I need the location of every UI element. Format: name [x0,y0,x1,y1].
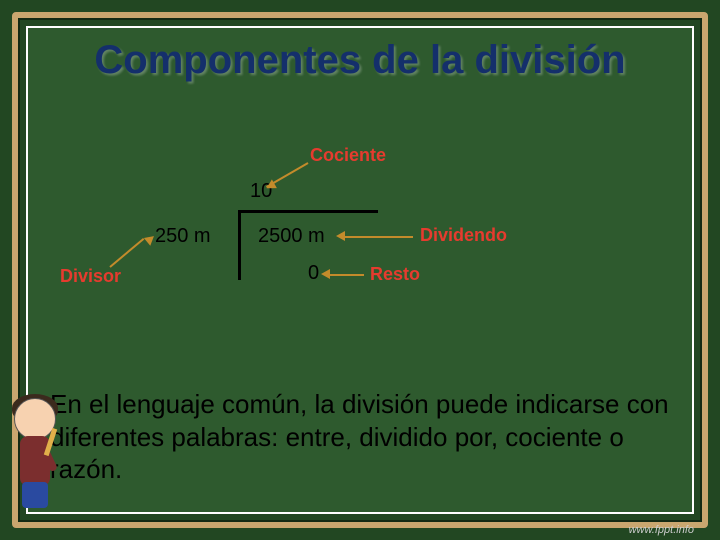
cartoon-character [0,398,70,518]
label-dividendo: Dividendo [420,225,507,246]
watermark: www.fppt.info [629,524,694,536]
arrow-dividendo [345,236,413,238]
label-cociente: Cociente [310,145,386,166]
dividendo-value: 2500 m [258,225,325,248]
label-resto: Resto [370,264,420,285]
arrow-resto [330,274,364,276]
divisor-value: 250 m [155,225,211,248]
arrow-dividendo-head [336,231,345,241]
arrow-resto-head [321,269,330,279]
bullet-text: En el lenguaje común, la división puede … [50,388,680,486]
page-title: Componentes de la división [0,38,720,83]
label-divisor: Divisor [60,266,121,287]
resto-value: 0 [308,262,319,285]
